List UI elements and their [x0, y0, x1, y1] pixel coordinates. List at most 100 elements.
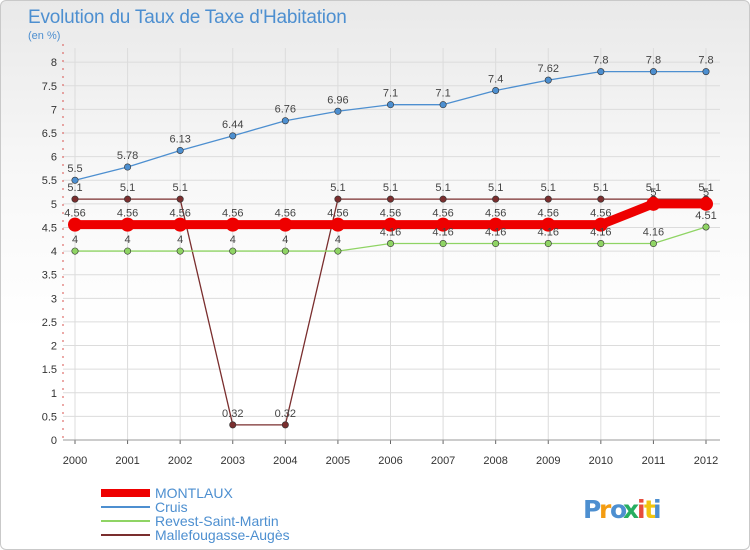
data-label: 5 — [650, 187, 656, 199]
data-point — [386, 240, 394, 248]
data-label: 5.78 — [117, 150, 138, 162]
data-label: 4.16 — [538, 227, 559, 239]
y-tick-label: 8 — [51, 57, 57, 69]
y-tick-label: 7.5 — [42, 81, 57, 93]
data-label: 4.16 — [380, 227, 401, 239]
data-label: 4.56 — [222, 208, 243, 220]
data-point — [544, 240, 552, 248]
y-tick-label: 6 — [51, 152, 57, 164]
data-point — [124, 163, 132, 171]
x-tick-label: 2012 — [694, 455, 718, 467]
data-label: 5.5 — [67, 163, 82, 175]
x-tick-label: 2000 — [63, 455, 87, 467]
data-labels: 5.1 5.1 5.1 0.32 0.32 5.1 5.1 5.1 5.1 5.1 5.1 5.1 5.… — [64, 55, 716, 420]
legend: MONTLAUXCruisRevest-Saint-MartinMallefou… — [101, 485, 290, 543]
data-label: 5.1 — [435, 182, 450, 194]
x-tick-label: 2009 — [536, 455, 560, 467]
data-point — [492, 87, 500, 95]
data-label: 5.1 — [488, 182, 503, 194]
data-label: 4.56 — [538, 208, 559, 220]
data-label: 6.76 — [275, 104, 296, 116]
y-tick-label: 3.5 — [42, 270, 57, 282]
y-tick-label: 2.5 — [42, 317, 57, 329]
x-tick-label: 2008 — [483, 455, 507, 467]
legend-label: Cruis — [155, 499, 188, 515]
y-tick-labels: 0 0.5 1 1.5 2 2.5 3 3.5 4 4.5 5 5.5 6 6.5 7 7.5 8 — [42, 57, 57, 447]
data-label: 5.1 — [173, 182, 188, 194]
data-label: 6.44 — [222, 119, 243, 131]
x-tick-label: 2004 — [273, 455, 297, 467]
logo-letter: i — [653, 495, 662, 524]
data-label: 4 — [282, 234, 288, 246]
data-point — [334, 107, 342, 115]
legend-label: Mallefougasse-Augès — [155, 527, 290, 543]
data-label: 7.8 — [593, 55, 608, 67]
data-label: 4 — [125, 234, 131, 246]
data-label: 4 — [177, 234, 183, 246]
data-point — [225, 217, 240, 232]
data-point — [439, 240, 447, 248]
data-label: 5.1 — [541, 182, 556, 194]
data-label: 4.56 — [485, 208, 506, 220]
data-point — [383, 217, 398, 232]
logo-letter: P — [583, 495, 601, 524]
y-tick-label: 0 — [51, 435, 57, 447]
data-point — [71, 176, 79, 184]
data-point — [334, 195, 342, 203]
data-label: 7.8 — [698, 55, 713, 67]
data-point — [544, 195, 552, 203]
data-label: 5.1 — [67, 182, 82, 194]
x-tick-label: 2005 — [326, 455, 350, 467]
y-tick-label: 5.5 — [42, 175, 57, 187]
legend-label: MONTLAUX — [155, 485, 233, 501]
data-point — [541, 217, 556, 232]
logo-letter: t — [644, 495, 656, 524]
data-point — [699, 196, 713, 211]
y-tick-label: 5 — [51, 199, 57, 211]
data-point — [492, 240, 500, 248]
data-point — [702, 223, 710, 231]
data-label: 4.16 — [643, 227, 664, 239]
x-tick-label: 2010 — [589, 455, 613, 467]
data-label: 4.16 — [485, 227, 506, 239]
data-label: 5.1 — [120, 182, 135, 194]
chart-subtitle: (en %) — [28, 30, 61, 42]
data-point — [649, 68, 657, 76]
data-point — [544, 76, 552, 84]
data-point — [281, 421, 289, 429]
data-point — [646, 196, 661, 211]
data-label: 7.62 — [538, 63, 559, 75]
data-point — [334, 247, 342, 255]
grid-lines — [63, 48, 720, 441]
data-label: 4.56 — [380, 208, 401, 220]
data-point — [386, 195, 394, 203]
data-label: 4 — [335, 234, 341, 246]
data-label: 4.56 — [117, 208, 138, 220]
data-label: 4.56 — [327, 208, 348, 220]
data-point — [597, 195, 605, 203]
data-label: 4 — [72, 234, 78, 246]
chart-title: Evolution du Taux de Taxe d'Habitation — [28, 7, 347, 28]
data-label: 4.16 — [432, 227, 453, 239]
logo-letter: x — [623, 495, 639, 524]
data-point — [488, 217, 503, 232]
data-label: 5.1 — [330, 182, 345, 194]
data-point — [281, 117, 289, 125]
data-label: 6.96 — [327, 94, 348, 106]
y-tick-label: 3 — [51, 293, 57, 305]
x-tick-label: 2007 — [431, 455, 455, 467]
data-label: 5.1 — [698, 182, 713, 194]
logo-letter: i — [637, 495, 646, 524]
data-point — [702, 68, 710, 76]
data-label: 4.56 — [64, 208, 85, 220]
x-tick-label: 2006 — [378, 455, 402, 467]
data-point — [278, 217, 293, 232]
data-point — [439, 195, 447, 203]
data-label: 7.8 — [646, 55, 661, 67]
data-label: 4.56 — [432, 208, 453, 220]
y-tick-label: 2 — [51, 341, 57, 353]
logo-letter: o — [610, 495, 627, 524]
data-label: 4.56 — [275, 208, 296, 220]
